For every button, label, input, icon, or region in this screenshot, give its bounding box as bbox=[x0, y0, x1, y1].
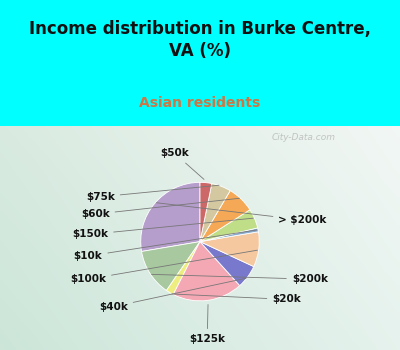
Text: Asian residents: Asian residents bbox=[139, 96, 261, 110]
Text: $10k: $10k bbox=[74, 230, 257, 261]
Wedge shape bbox=[142, 241, 200, 290]
Wedge shape bbox=[200, 191, 250, 241]
Text: $75k: $75k bbox=[86, 185, 219, 202]
Wedge shape bbox=[141, 182, 200, 251]
Wedge shape bbox=[200, 183, 230, 241]
Text: $150k: $150k bbox=[72, 218, 253, 239]
Wedge shape bbox=[166, 241, 200, 294]
Text: > $200k: > $200k bbox=[156, 203, 327, 225]
Wedge shape bbox=[200, 210, 258, 242]
Text: $125k: $125k bbox=[189, 304, 225, 344]
Wedge shape bbox=[200, 232, 259, 267]
Wedge shape bbox=[200, 228, 258, 241]
Wedge shape bbox=[200, 241, 254, 286]
Wedge shape bbox=[173, 241, 240, 301]
Text: Income distribution in Burke Centre,
VA (%): Income distribution in Burke Centre, VA … bbox=[29, 20, 371, 61]
Text: $60k: $60k bbox=[81, 198, 240, 219]
Text: $40k: $40k bbox=[99, 278, 246, 312]
Text: City-Data.com: City-Data.com bbox=[272, 133, 336, 142]
Text: $50k: $50k bbox=[160, 148, 204, 180]
Text: $200k: $200k bbox=[152, 274, 328, 284]
Text: $20k: $20k bbox=[172, 294, 301, 304]
Wedge shape bbox=[200, 182, 212, 241]
Text: $100k: $100k bbox=[70, 250, 258, 284]
